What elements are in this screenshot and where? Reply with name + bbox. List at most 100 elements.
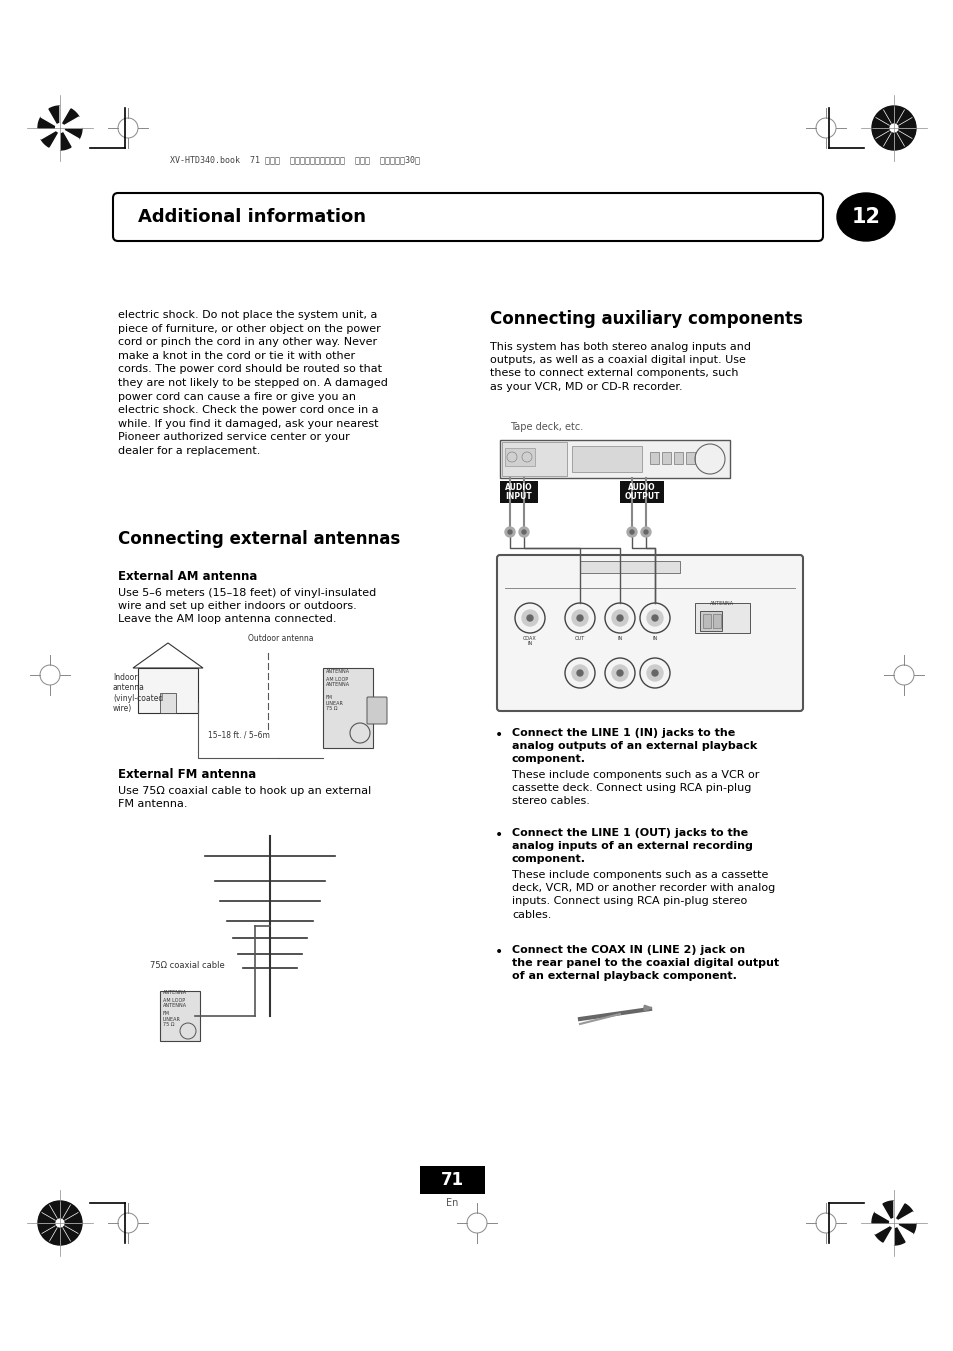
Text: Tape deck, etc.: Tape deck, etc. (510, 422, 582, 432)
Wedge shape (871, 1212, 893, 1223)
Text: Connecting auxiliary components: Connecting auxiliary components (490, 309, 802, 328)
Circle shape (643, 530, 647, 534)
Text: 75Ω coaxial cable: 75Ω coaxial cable (150, 962, 225, 970)
Text: AUDIO
OUTPUT: AUDIO OUTPUT (623, 482, 659, 501)
Circle shape (888, 1219, 898, 1228)
Wedge shape (893, 1223, 915, 1233)
Text: the rear panel to the coaxial digital output: the rear panel to the coaxial digital ou… (512, 958, 779, 969)
Wedge shape (874, 1204, 893, 1223)
Circle shape (577, 615, 582, 621)
FancyBboxPatch shape (504, 449, 535, 466)
Text: This system has both stereo analog inputs and
outputs, as well as a coaxial digi: This system has both stereo analog input… (490, 342, 750, 392)
Text: Indoor
antenna
(vinyl-coated
wire): Indoor antenna (vinyl-coated wire) (112, 673, 163, 713)
Circle shape (612, 611, 627, 626)
Text: Use 75Ω coaxial cable to hook up an external
FM antenna.: Use 75Ω coaxial cable to hook up an exte… (118, 786, 371, 809)
Circle shape (629, 530, 634, 534)
Text: analog inputs of an external recording: analog inputs of an external recording (512, 842, 752, 851)
FancyBboxPatch shape (160, 992, 200, 1042)
FancyBboxPatch shape (700, 611, 721, 631)
Wedge shape (871, 1223, 893, 1233)
Wedge shape (893, 1223, 904, 1246)
Wedge shape (60, 105, 71, 128)
FancyBboxPatch shape (112, 193, 822, 240)
Text: Outdoor antenna: Outdoor antenna (248, 634, 314, 643)
Text: AM LOOP
ANTENNA: AM LOOP ANTENNA (326, 677, 350, 688)
Ellipse shape (836, 193, 894, 240)
Text: •: • (495, 828, 503, 842)
Circle shape (507, 530, 512, 534)
Text: These include components such as a VCR or
cassette deck. Connect using RCA pin-p: These include components such as a VCR o… (512, 770, 759, 807)
Wedge shape (60, 128, 71, 150)
Text: analog outputs of an external playback: analog outputs of an external playback (512, 740, 757, 751)
FancyBboxPatch shape (499, 481, 537, 503)
Wedge shape (882, 1201, 893, 1223)
Circle shape (56, 1219, 64, 1227)
Text: 71: 71 (440, 1171, 463, 1189)
Circle shape (626, 527, 637, 536)
Text: These include components such as a cassette
deck, VCR, MD or another recorder wi: These include components such as a casse… (512, 870, 775, 920)
Text: IN: IN (652, 636, 657, 640)
Circle shape (617, 670, 622, 676)
Circle shape (504, 527, 515, 536)
Circle shape (577, 670, 582, 676)
Circle shape (55, 123, 65, 132)
Wedge shape (60, 109, 79, 128)
FancyBboxPatch shape (619, 481, 663, 503)
Circle shape (572, 611, 587, 626)
Wedge shape (60, 128, 82, 139)
Wedge shape (49, 105, 60, 128)
FancyBboxPatch shape (367, 697, 387, 724)
Wedge shape (643, 1005, 651, 1011)
FancyBboxPatch shape (501, 442, 566, 476)
Text: External AM antenna: External AM antenna (118, 570, 257, 584)
Circle shape (612, 665, 627, 681)
Text: ANTENNA: ANTENNA (163, 990, 187, 994)
Text: AUDIO
INPUT: AUDIO INPUT (505, 482, 533, 501)
Circle shape (646, 611, 662, 626)
Text: of an external playback component.: of an external playback component. (512, 971, 736, 981)
Text: component.: component. (512, 854, 585, 865)
Circle shape (521, 530, 525, 534)
Text: COAX
IN: COAX IN (522, 636, 537, 646)
Wedge shape (893, 1204, 912, 1223)
Circle shape (572, 665, 587, 681)
Text: Use 5–6 meters (15–18 feet) of vinyl-insulated
wire and set up either indoors or: Use 5–6 meters (15–18 feet) of vinyl-ins… (118, 588, 375, 624)
Circle shape (617, 615, 622, 621)
Circle shape (871, 105, 915, 150)
Text: Connect the LINE 1 (OUT) jacks to the: Connect the LINE 1 (OUT) jacks to the (512, 828, 747, 838)
Text: 15–18 ft. / 5–6m: 15–18 ft. / 5–6m (208, 731, 270, 740)
Circle shape (521, 611, 537, 626)
Wedge shape (41, 109, 60, 128)
FancyBboxPatch shape (323, 667, 373, 748)
Text: ANTENNA: ANTENNA (709, 601, 733, 607)
Text: OUT: OUT (575, 636, 584, 640)
Circle shape (646, 665, 662, 681)
FancyBboxPatch shape (649, 453, 659, 463)
FancyBboxPatch shape (572, 446, 641, 471)
Circle shape (889, 124, 897, 132)
Wedge shape (893, 1212, 915, 1223)
Text: 12: 12 (851, 207, 880, 227)
FancyBboxPatch shape (579, 561, 679, 573)
Wedge shape (893, 1223, 912, 1242)
Circle shape (526, 615, 533, 621)
Text: En: En (445, 1198, 457, 1208)
Text: Connecting external antennas: Connecting external antennas (118, 530, 400, 549)
FancyBboxPatch shape (160, 693, 175, 713)
Wedge shape (38, 118, 60, 128)
Text: AM LOOP
ANTENNA: AM LOOP ANTENNA (163, 997, 187, 1008)
Text: electric shock. Do not place the system unit, a
piece of furniture, or other obj: electric shock. Do not place the system … (118, 309, 388, 457)
FancyBboxPatch shape (673, 453, 682, 463)
FancyBboxPatch shape (685, 453, 695, 463)
Text: IN: IN (617, 636, 622, 640)
FancyBboxPatch shape (497, 555, 802, 711)
Circle shape (518, 527, 529, 536)
Wedge shape (41, 128, 60, 147)
Wedge shape (60, 128, 79, 147)
FancyBboxPatch shape (661, 453, 670, 463)
Wedge shape (893, 1201, 904, 1223)
Text: FM
LINEAR
75 Ω: FM LINEAR 75 Ω (326, 696, 343, 711)
Text: Connect the LINE 1 (IN) jacks to the: Connect the LINE 1 (IN) jacks to the (512, 728, 735, 738)
Text: Connect the COAX IN (LINE 2) jack on: Connect the COAX IN (LINE 2) jack on (512, 944, 744, 955)
Text: component.: component. (512, 754, 585, 765)
